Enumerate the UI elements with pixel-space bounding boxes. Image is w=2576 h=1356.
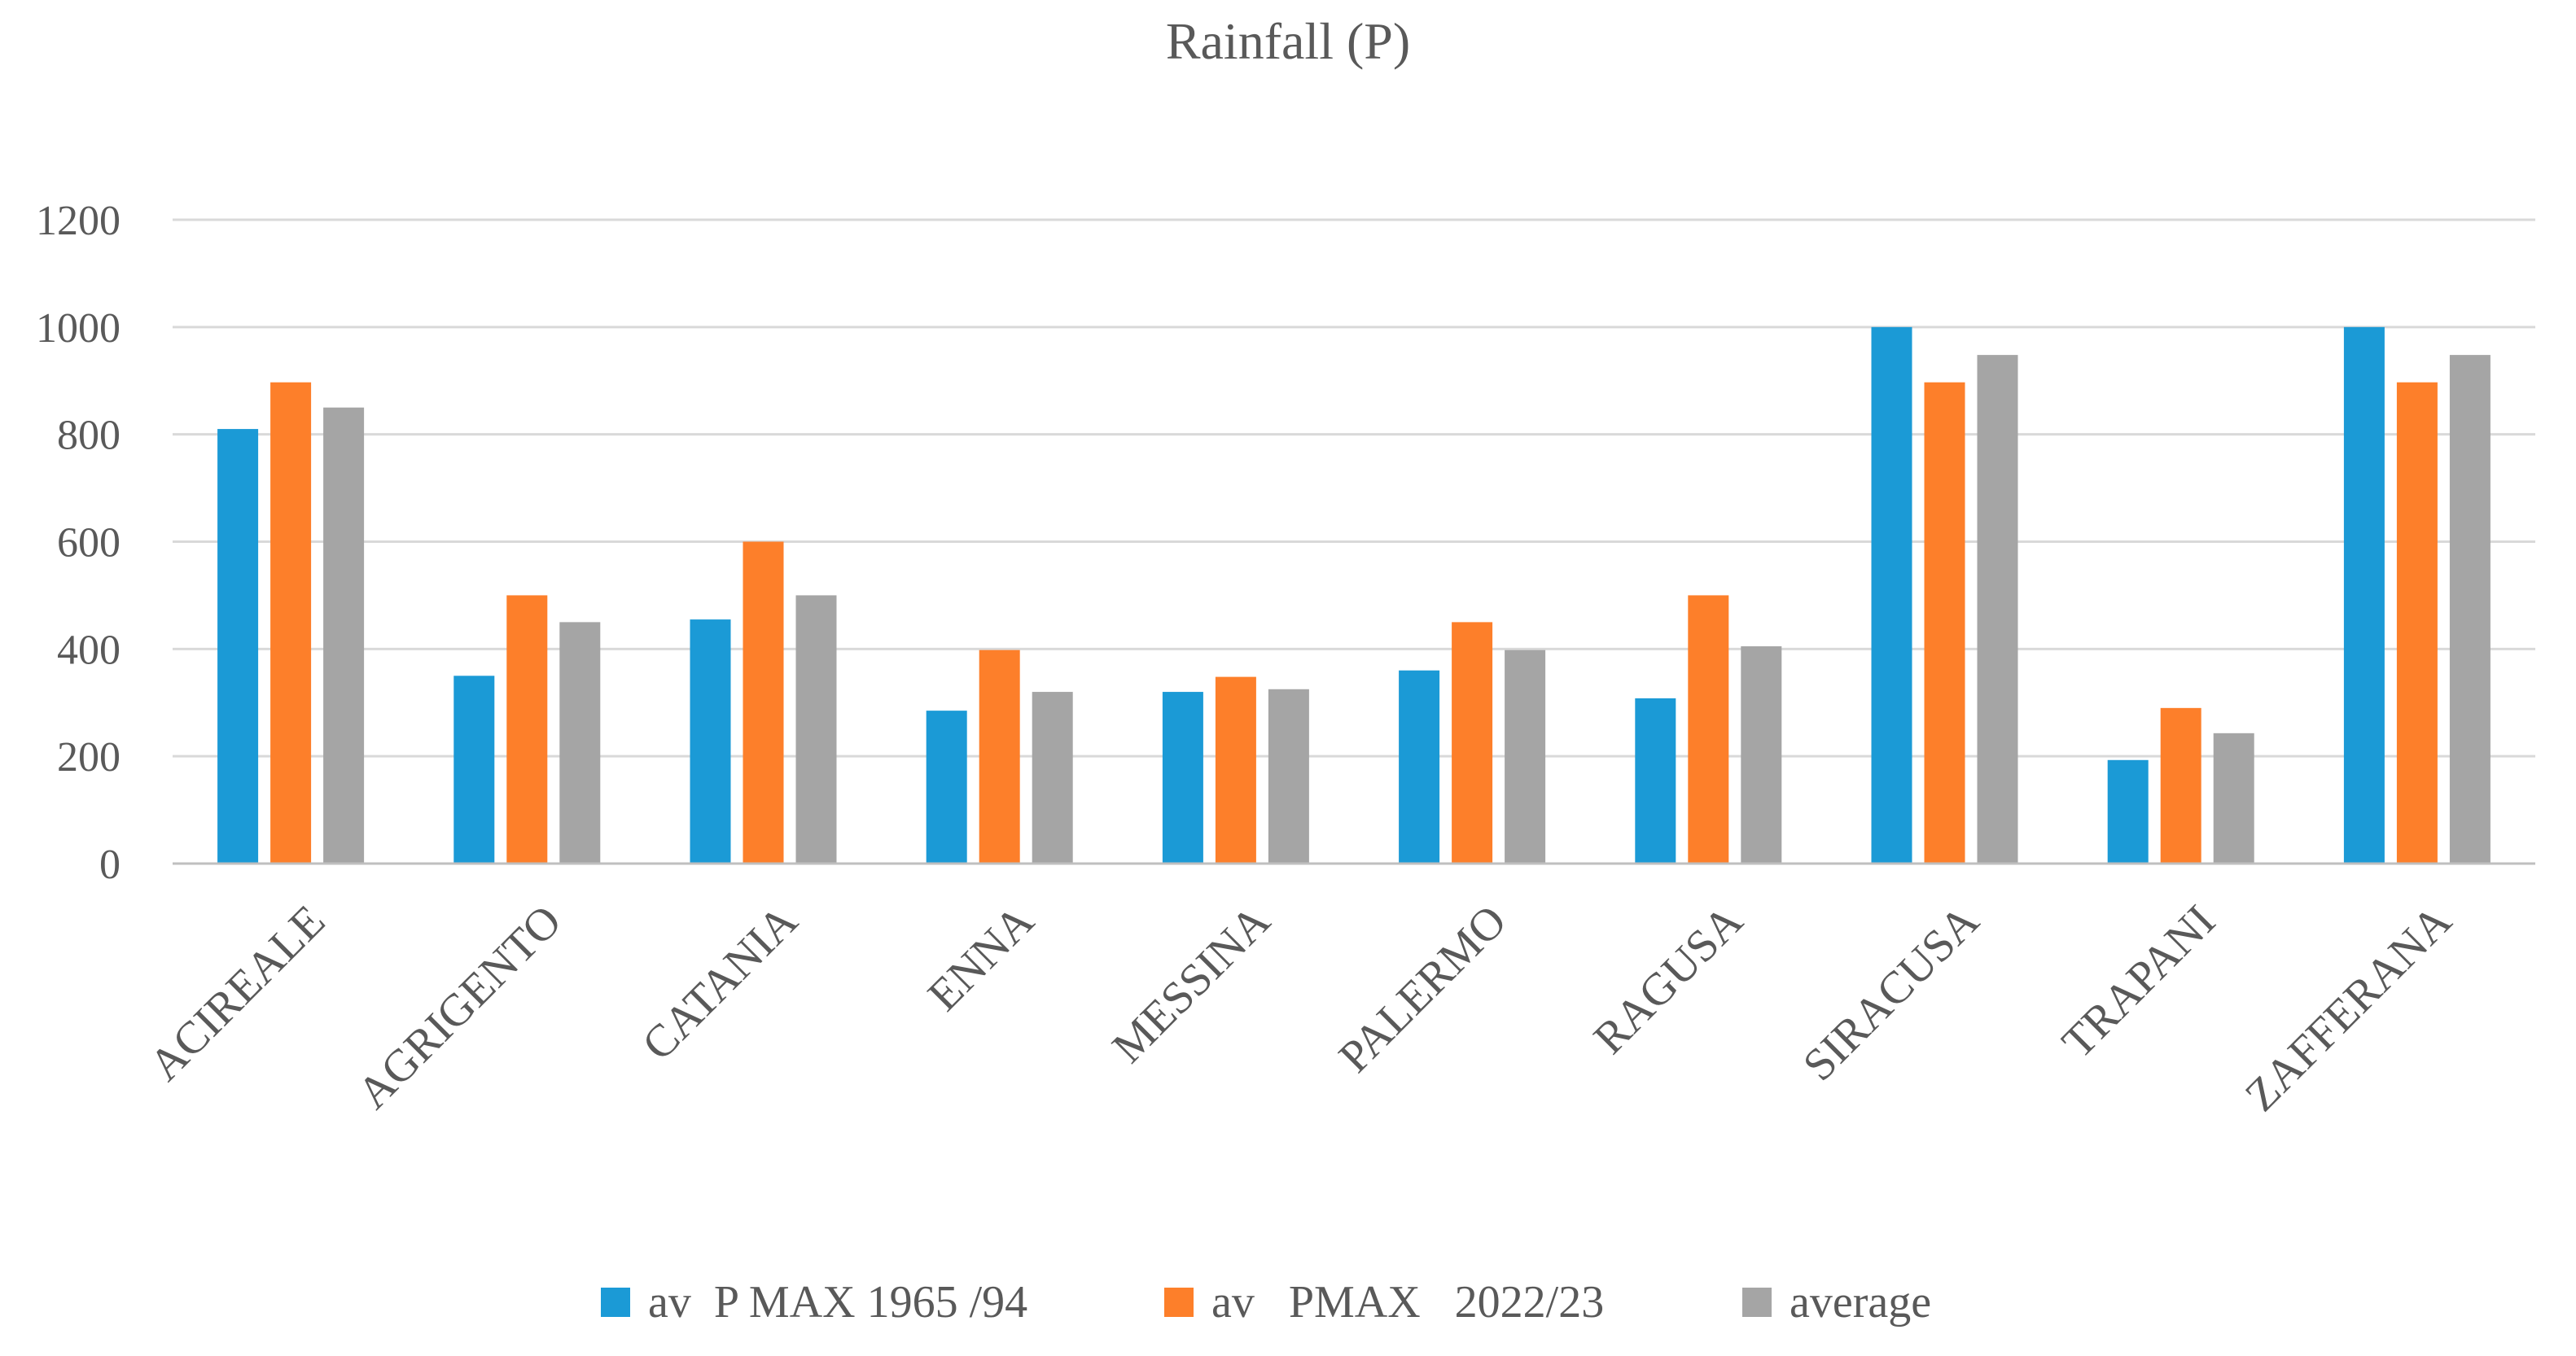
y-tick-label: 400 <box>57 627 120 673</box>
y-tick-label: 1200 <box>36 198 120 244</box>
x-category-label-acireale: ACIREALE <box>140 895 335 1091</box>
x-category-label-trapani: TRAPANI <box>2052 895 2225 1068</box>
bar-acireale-series-3 <box>323 407 365 864</box>
bar-messina-series-3 <box>1268 689 1309 864</box>
x-category-label-catania: CATANIA <box>633 895 808 1070</box>
legend-swatch-1 <box>601 1288 630 1317</box>
bar-zafferana-series-1 <box>2343 326 2385 864</box>
bar-siracusa-series-3 <box>1977 355 2018 864</box>
bar-agrigento-series-2 <box>506 595 548 864</box>
x-category-label-palermo: PALERMO <box>1330 895 1516 1082</box>
x-category-label-enna: ENNA <box>918 895 1044 1021</box>
x-axis-category-labels: ACIREALE AGRIGENTO CATANIA ENNA MESSINA PALER… <box>140 895 2462 1121</box>
x-category-label-messina: MESSINA <box>1102 895 1280 1073</box>
bar-acireale-series-1 <box>217 429 259 864</box>
bar-ragusa-series-3 <box>1741 646 1782 864</box>
bar-palermo-series-1 <box>1399 670 1440 864</box>
x-category-label-siracusa: SIRACUSA <box>1794 895 1989 1091</box>
bar-catania-series-2 <box>743 541 784 864</box>
x-category-label-zafferana: ZAFFERANA <box>2236 895 2461 1121</box>
bar-siracusa-series-1 <box>1871 326 1912 864</box>
bar-ragusa-series-1 <box>1635 698 1676 864</box>
legend-label-1: av P MAX 1965 /94 <box>648 1277 1027 1328</box>
bar-palermo-series-2 <box>1452 622 1493 864</box>
legend-label-2: av PMAX 2022/23 <box>1211 1277 1604 1328</box>
y-tick-label: 200 <box>57 734 120 781</box>
y-tick-label: 1000 <box>36 305 120 352</box>
bar-agrigento-series-3 <box>559 622 601 864</box>
bar-messina-series-1 <box>1162 692 1203 864</box>
bar-catania-series-1 <box>690 619 731 864</box>
bar-trapani-series-1 <box>2107 759 2149 864</box>
bar-messina-series-2 <box>1215 676 1256 864</box>
bar-enna-series-1 <box>926 711 967 864</box>
bar-zafferana-series-2 <box>2396 382 2438 864</box>
bar-siracusa-series-2 <box>1924 382 1965 864</box>
bar-agrigento-series-1 <box>453 676 495 864</box>
bar-palermo-series-3 <box>1505 650 1546 864</box>
legend-swatch-3 <box>1742 1288 1772 1317</box>
y-tick-label: 600 <box>57 520 120 566</box>
y-tick-label: 0 <box>99 842 120 888</box>
bar-trapani-series-3 <box>2213 733 2254 864</box>
bar-enna-series-2 <box>979 650 1020 864</box>
bar-acireale-series-2 <box>270 382 312 864</box>
bar-catania-series-3 <box>795 595 837 864</box>
bar-trapani-series-2 <box>2160 707 2201 864</box>
x-category-label-ragusa: RAGUSA <box>1584 895 1753 1064</box>
bars <box>217 326 2491 864</box>
bar-ragusa-series-2 <box>1688 595 1729 864</box>
x-category-label-agrigento: AGRIGENTO <box>348 895 571 1118</box>
bar-zafferana-series-3 <box>2449 355 2491 864</box>
legend-swatch-2 <box>1164 1288 1194 1317</box>
legend-label-3: average <box>1790 1277 1931 1328</box>
legend: av P MAX 1965 /94 av PMAX 2022/23 average <box>601 1277 1931 1328</box>
bar-enna-series-3 <box>1032 692 1073 864</box>
y-tick-label: 800 <box>57 413 120 459</box>
chart-title: Rainfall (P) <box>1166 12 1410 70</box>
y-axis-tick-labels: 0 200 400 600 800 1000 1200 <box>36 198 120 888</box>
